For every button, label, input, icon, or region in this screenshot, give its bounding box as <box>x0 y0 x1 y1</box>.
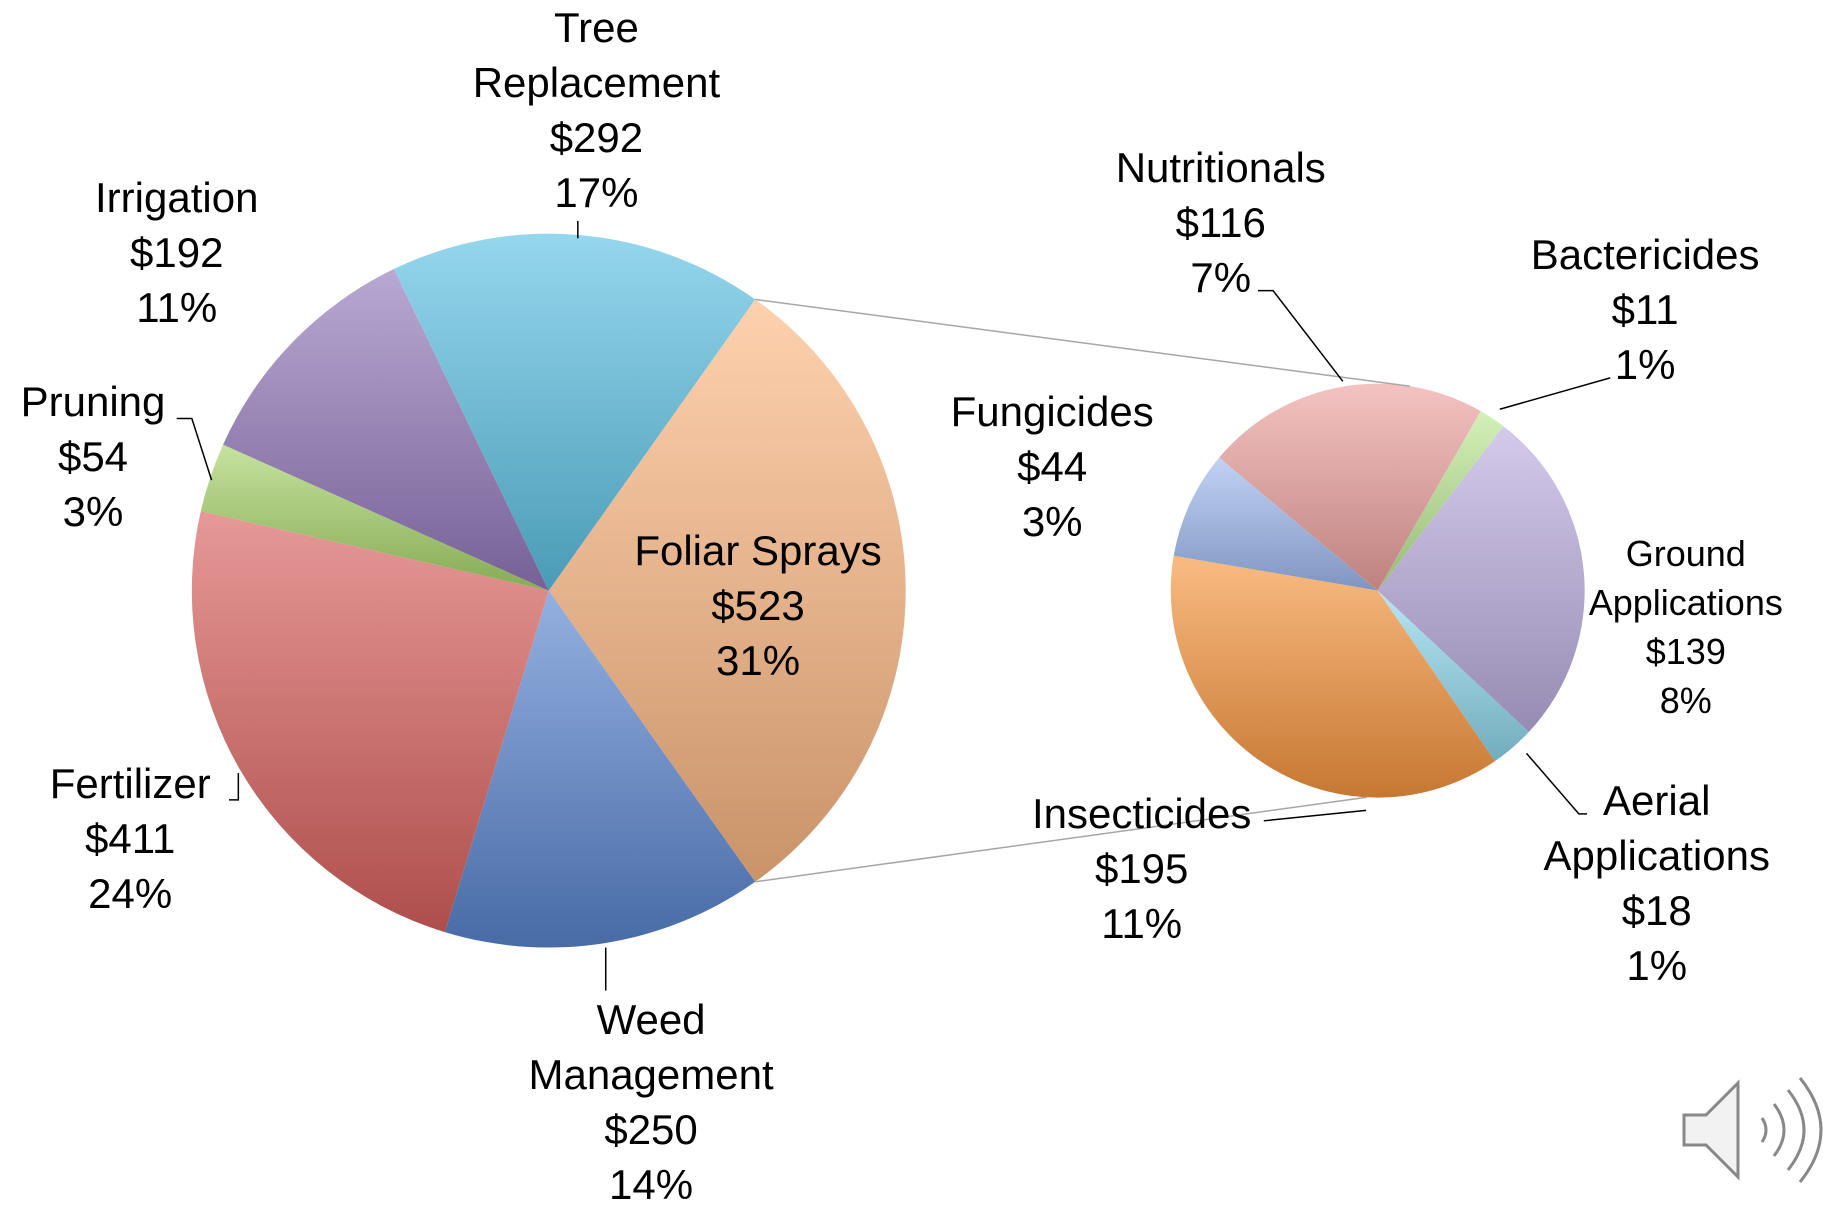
slice-label: Fertilizer $411 24% <box>50 756 211 921</box>
value-label: $116 <box>1175 198 1266 246</box>
leader-line <box>1257 289 1344 382</box>
slice-label: Ground Applications $139 8% <box>1566 529 1806 725</box>
pie-slice <box>444 590 756 948</box>
percent-label: 7% <box>1190 253 1252 301</box>
pie-slice <box>1173 457 1378 591</box>
slice-label: Tree Replacement $292 17% <box>446 0 746 220</box>
percent-label: 14% <box>609 1160 694 1208</box>
leader-line <box>1525 752 1587 815</box>
percent-label: 8% <box>1659 679 1712 721</box>
category-name: Irrigation <box>95 173 259 221</box>
percent-label: 1% <box>1626 942 1688 990</box>
percent-label: 17% <box>554 169 639 216</box>
pie-slice <box>223 269 549 591</box>
slice-label: Insecticides $195 11% <box>1032 786 1251 951</box>
pie-slice <box>1377 426 1585 733</box>
pie-slice <box>548 299 906 882</box>
value-label: $139 <box>1645 630 1726 672</box>
percent-label: 1% <box>1614 340 1676 388</box>
category-name: Ground Applications <box>1588 532 1783 623</box>
category-name: Foliar Sprays <box>634 527 882 575</box>
value-label: $192 <box>130 228 224 276</box>
slice-label: Irrigation $192 11% <box>95 170 258 335</box>
slice-label: Pruning $54 3% <box>21 374 166 539</box>
pie-slice <box>393 233 756 591</box>
slice-label: Nutritionals $116 7% <box>1116 140 1326 305</box>
value-label: $18 <box>1621 887 1692 935</box>
pie-slice <box>1377 411 1504 591</box>
percent-label: 24% <box>88 869 173 917</box>
connector-line <box>755 796 1367 883</box>
category-name: Aerial Applications <box>1543 777 1770 880</box>
value-label: $250 <box>604 1105 698 1153</box>
slice-label: Bactericides $11 1% <box>1531 227 1760 392</box>
category-name: Weed Management <box>528 995 774 1098</box>
category-name: Insecticides <box>1031 789 1252 837</box>
leader-line <box>176 417 213 481</box>
category-name: Nutritionals <box>1115 143 1326 191</box>
category-name: Tree Replacement <box>472 4 721 106</box>
value-label: $411 <box>85 814 176 862</box>
connector-line <box>755 298 1411 387</box>
value-label: $54 <box>57 433 129 481</box>
category-name: Pruning <box>20 378 166 426</box>
leader-line <box>1499 377 1611 410</box>
slice-label: Aerial Applications $18 1% <box>1517 773 1797 993</box>
slice-label: Fungicides $44 3% <box>951 384 1154 549</box>
percent-label: 11% <box>136 283 218 331</box>
value-label: $11 <box>1611 285 1679 333</box>
percent-label: 11% <box>1101 899 1183 947</box>
category-name: Fungicides <box>950 387 1154 435</box>
slice-label: Foliar Sprays $523 31% <box>634 523 881 688</box>
value-label: $292 <box>549 114 644 161</box>
category-name: Fertilizer <box>49 759 211 807</box>
leader-line <box>229 773 240 801</box>
speaker-icon <box>1682 1077 1823 1183</box>
leader-line <box>1263 809 1367 822</box>
pie-slice <box>1377 590 1529 762</box>
pie-slice <box>1219 383 1481 591</box>
percent-label: 31% <box>716 637 801 685</box>
value-label: $195 <box>1094 844 1189 892</box>
value-label: $523 <box>711 582 805 630</box>
percent-label: 3% <box>1021 497 1083 545</box>
percent-label: 3% <box>62 488 124 536</box>
pie-slice <box>191 511 549 933</box>
category-name: Bactericides <box>1530 230 1760 278</box>
pie-slice <box>200 444 549 591</box>
value-label: $44 <box>1017 442 1088 490</box>
pie-slice <box>1170 555 1495 798</box>
slice-label: Weed Management $250 14% <box>501 992 801 1212</box>
